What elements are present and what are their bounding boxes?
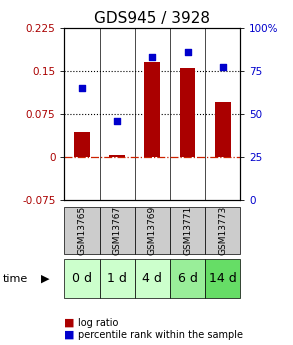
Text: GSM13769: GSM13769 bbox=[148, 206, 157, 255]
Text: 1 d: 1 d bbox=[107, 272, 127, 285]
Text: ■: ■ bbox=[64, 318, 75, 327]
Text: time: time bbox=[3, 274, 28, 284]
Bar bbox=[74, 132, 90, 157]
Text: percentile rank within the sample: percentile rank within the sample bbox=[78, 330, 243, 339]
Text: GSM13767: GSM13767 bbox=[113, 206, 122, 255]
Text: 4 d: 4 d bbox=[142, 272, 162, 285]
Point bbox=[150, 54, 155, 60]
Point bbox=[220, 65, 225, 70]
Text: ■: ■ bbox=[64, 330, 75, 339]
Bar bbox=[180, 68, 195, 157]
Bar bbox=[144, 62, 160, 157]
Title: GDS945 / 3928: GDS945 / 3928 bbox=[94, 11, 210, 27]
Bar bbox=[109, 155, 125, 157]
Text: log ratio: log ratio bbox=[78, 318, 118, 327]
Text: ▶: ▶ bbox=[41, 274, 50, 284]
Text: 14 d: 14 d bbox=[209, 272, 236, 285]
Text: GSM13773: GSM13773 bbox=[218, 206, 227, 255]
Text: GSM13771: GSM13771 bbox=[183, 206, 192, 255]
Text: GSM13765: GSM13765 bbox=[78, 206, 86, 255]
Point bbox=[80, 85, 84, 91]
Point bbox=[185, 49, 190, 55]
Text: 6 d: 6 d bbox=[178, 272, 197, 285]
Bar bbox=[215, 102, 231, 157]
Text: 0 d: 0 d bbox=[72, 272, 92, 285]
Point bbox=[115, 118, 120, 124]
